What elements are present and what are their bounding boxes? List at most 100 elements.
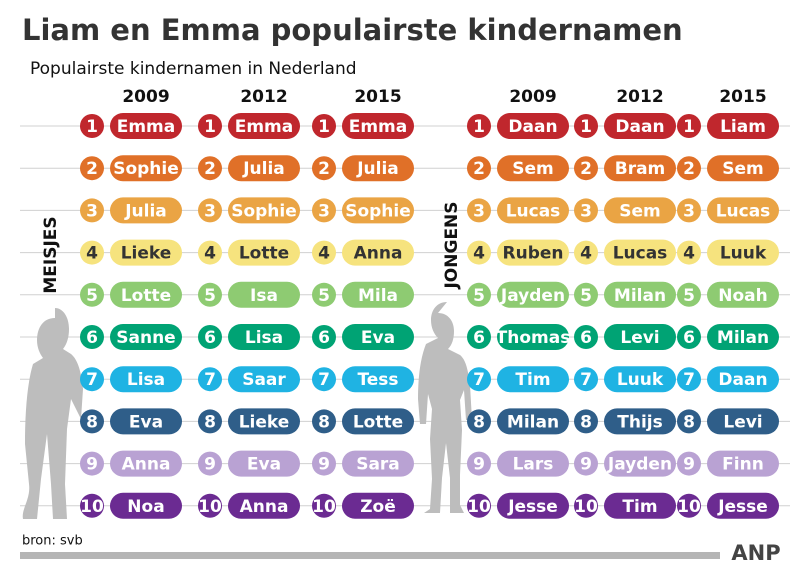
rank-number: 1 — [473, 117, 485, 137]
name: Sophie — [231, 201, 297, 221]
rank-number: 2 — [683, 159, 695, 179]
rank-number: 9 — [580, 455, 592, 475]
rank-badge — [677, 451, 701, 476]
name: Eva — [361, 328, 395, 348]
rank-number: 8 — [318, 412, 330, 432]
name: Lars — [513, 455, 554, 475]
rank-badge — [312, 114, 336, 138]
rank-number: 3 — [318, 201, 330, 221]
rank-badge — [80, 240, 104, 265]
name: Lucas — [506, 201, 561, 221]
rank-badge — [80, 282, 104, 307]
name: Eva — [129, 412, 163, 432]
rank-number: 4 — [580, 244, 592, 264]
name: Sem — [619, 201, 661, 221]
rank-badge — [312, 156, 336, 181]
name-pill — [110, 281, 182, 308]
rank-number: 10 — [312, 497, 336, 517]
rank-number: 5 — [86, 286, 98, 306]
rank-number: 2 — [473, 159, 485, 179]
name-pill — [110, 492, 182, 519]
rank-number: 5 — [580, 286, 592, 306]
rank-number: 9 — [86, 455, 98, 475]
name-pill — [604, 492, 676, 519]
rank-badge — [312, 409, 336, 434]
name-pill — [497, 408, 569, 435]
year-label: 2009 — [509, 87, 556, 107]
rank-badge — [198, 198, 222, 223]
name: Levi — [723, 412, 762, 432]
rank-number: 8 — [86, 412, 98, 432]
name-pill — [228, 281, 300, 308]
name: Sophie — [113, 159, 179, 179]
name-pill — [228, 366, 300, 393]
name: Lucas — [716, 201, 771, 221]
name: Sem — [512, 159, 554, 179]
name-pill — [497, 281, 569, 308]
rank-badge — [198, 240, 222, 265]
rank-badge — [198, 409, 222, 434]
name-pill — [228, 197, 300, 224]
rank-number: 6 — [473, 328, 485, 348]
rank-number: 4 — [204, 244, 216, 264]
name-pill — [497, 324, 569, 350]
rank-badge — [198, 282, 222, 307]
name: Lieke — [239, 412, 290, 432]
name-pill — [110, 408, 182, 435]
name-pill — [604, 197, 676, 224]
name: Luuk — [617, 370, 664, 390]
rank-number: 5 — [204, 286, 216, 306]
girl-silhouette — [22, 308, 83, 519]
name-pill — [604, 113, 676, 139]
name: Jayden — [607, 455, 672, 475]
rank-number: 1 — [580, 117, 592, 137]
name-pill — [342, 113, 414, 139]
rank-number: 6 — [580, 328, 592, 348]
name: Thijs — [617, 412, 662, 432]
name-pill — [497, 155, 569, 182]
name: Jesse — [717, 497, 768, 517]
rank-badge — [198, 156, 222, 181]
name: Bram — [615, 159, 666, 179]
rank-badge — [80, 198, 104, 223]
rank-badge — [80, 451, 104, 476]
subtitle: Populairste kindernamen in Nederland — [30, 59, 357, 79]
name-pill — [110, 450, 182, 477]
rank-badge — [677, 493, 701, 518]
name-table: 2009 1 Emma 2 Sophie 3 Julia 4 Lieke 5 Lotte 6 Sanne… — [80, 87, 779, 519]
name-pill — [342, 450, 414, 477]
year-label: 2012 — [616, 87, 663, 107]
rank-number: 10 — [80, 497, 104, 517]
name: Ruben — [503, 244, 564, 264]
name: Lieke — [121, 244, 172, 264]
rank-number: 9 — [473, 455, 485, 475]
rank-badge — [312, 198, 336, 223]
name-pill — [604, 366, 676, 393]
name: Lotte — [121, 286, 171, 306]
name-pill — [604, 239, 676, 266]
rank-badge — [574, 451, 598, 476]
name-pill — [228, 113, 300, 139]
rank-number: 6 — [204, 328, 216, 348]
rank-badge — [467, 367, 491, 392]
name-pill — [707, 197, 779, 224]
rank-number: 9 — [318, 455, 330, 475]
rank-number: 2 — [86, 159, 98, 179]
rank-number: 2 — [580, 159, 592, 179]
name: Lotte — [239, 244, 289, 264]
name-pill — [707, 492, 779, 519]
rank-badge — [677, 114, 701, 138]
year-label: 2015 — [354, 87, 401, 107]
year-label: 2015 — [719, 87, 766, 107]
name: Saar — [242, 370, 286, 390]
rank-badge — [312, 282, 336, 307]
name-pill — [604, 281, 676, 308]
name-pill — [110, 366, 182, 393]
title: Liam en Emma populairste kindernamen — [22, 13, 683, 47]
rank-badge — [312, 367, 336, 392]
name: Noa — [127, 497, 164, 517]
name-pill — [228, 492, 300, 519]
rank-badge — [574, 114, 598, 138]
rank-number: 3 — [204, 201, 216, 221]
rank-badge — [467, 282, 491, 307]
